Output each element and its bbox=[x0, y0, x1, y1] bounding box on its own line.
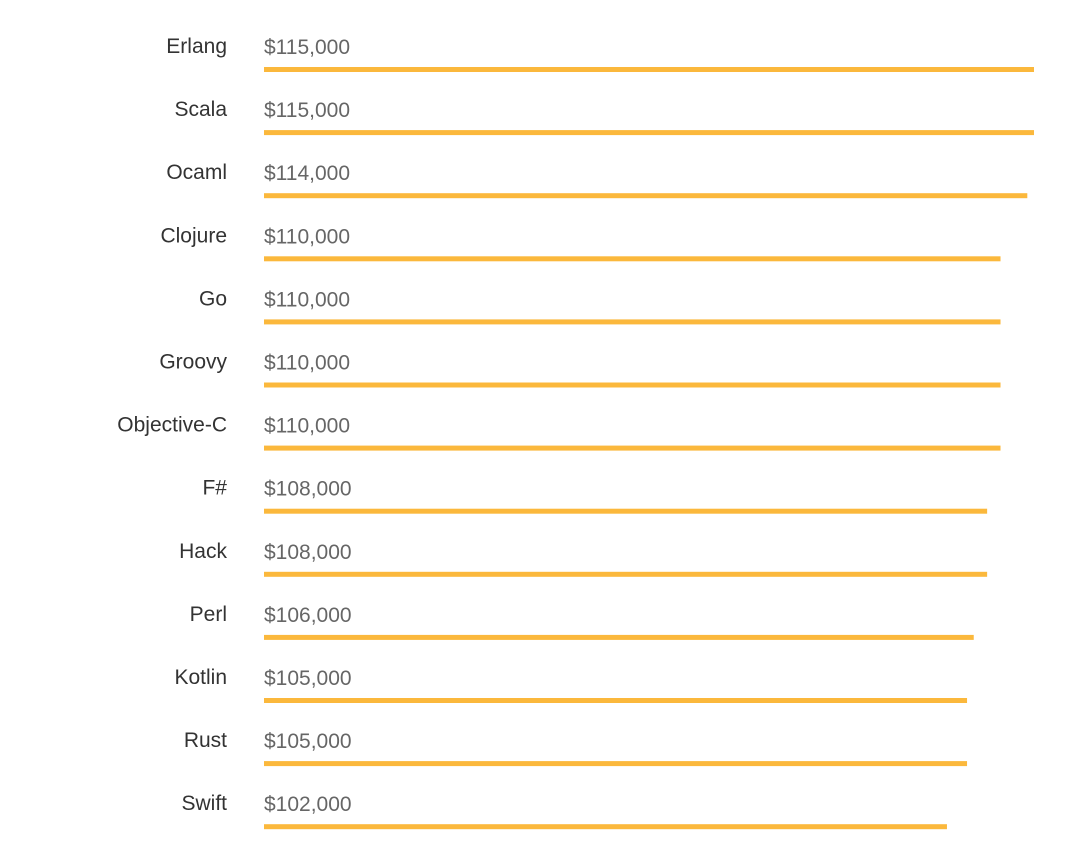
bar bbox=[264, 508, 988, 514]
bar bbox=[264, 256, 1001, 262]
bar bbox=[264, 130, 1034, 136]
value-label: $108,000 bbox=[264, 478, 352, 501]
bar bbox=[264, 445, 1001, 451]
category-label: Kotlin bbox=[174, 666, 227, 689]
value-label: $110,000 bbox=[264, 352, 350, 375]
value-label: $108,000 bbox=[264, 541, 352, 564]
category-label: Swift bbox=[181, 792, 227, 815]
category-label: Ocaml bbox=[166, 161, 227, 184]
category-label: Rust bbox=[184, 729, 227, 752]
category-label: Go bbox=[199, 287, 227, 310]
value-label: $110,000 bbox=[264, 225, 350, 248]
bar bbox=[264, 382, 1001, 388]
category-label: Objective-C bbox=[117, 414, 227, 437]
bar bbox=[264, 698, 968, 703]
category-label: Hack bbox=[179, 540, 227, 563]
value-label: $102,000 bbox=[264, 793, 352, 816]
value-label: $115,000 bbox=[264, 99, 350, 122]
value-label: $110,000 bbox=[264, 288, 350, 311]
value-label: $114,000 bbox=[264, 162, 350, 185]
bar bbox=[264, 824, 947, 830]
bar bbox=[264, 193, 1028, 199]
category-label: Perl bbox=[190, 603, 227, 626]
bar bbox=[264, 571, 988, 577]
category-label: F# bbox=[202, 477, 227, 500]
value-label: $106,000 bbox=[264, 604, 352, 627]
bar bbox=[264, 761, 968, 767]
value-label: $110,000 bbox=[264, 415, 350, 438]
value-label: $105,000 bbox=[264, 730, 352, 753]
bar bbox=[264, 319, 1001, 325]
category-label: Groovy bbox=[159, 351, 227, 374]
category-label: Scala bbox=[174, 98, 227, 121]
value-label: $115,000 bbox=[264, 36, 350, 59]
value-label: $105,000 bbox=[264, 667, 352, 690]
category-label: Erlang bbox=[166, 35, 227, 58]
bar bbox=[264, 634, 974, 640]
bar bbox=[264, 67, 1034, 72]
category-label: Clojure bbox=[160, 224, 227, 247]
chart-rows: Erlang $115,000 Scala $115,000 Ocaml $114,000… bbox=[117, 35, 1034, 830]
